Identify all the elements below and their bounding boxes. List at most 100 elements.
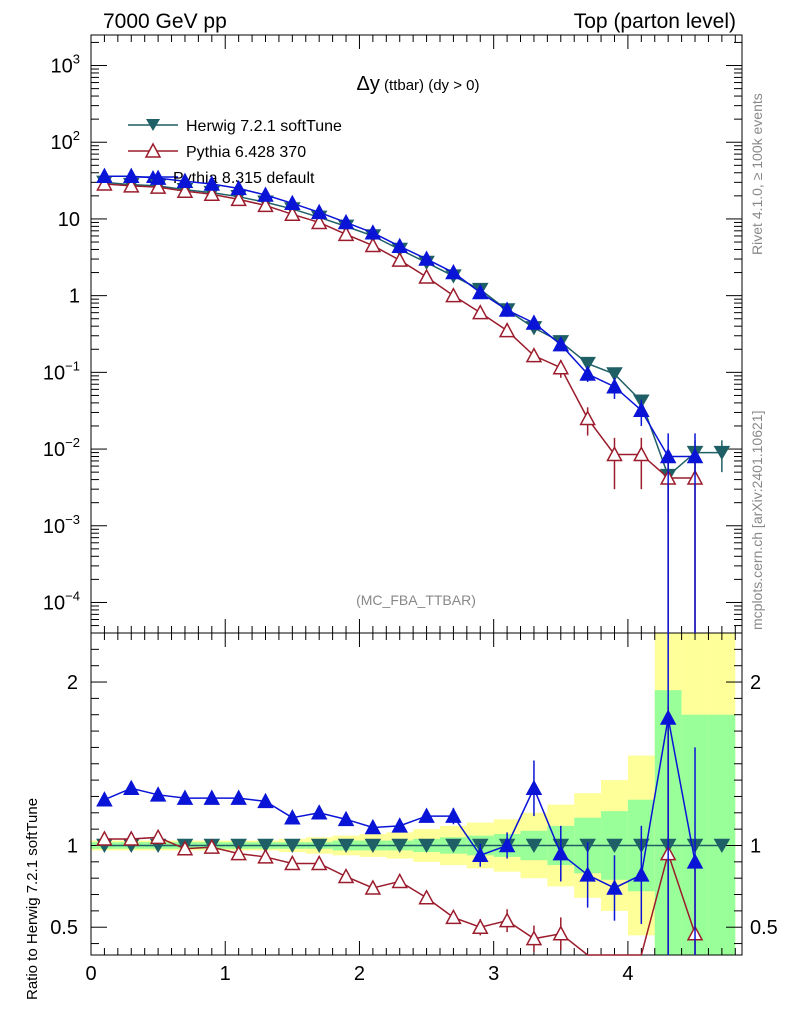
ratio-point-herwig — [391, 838, 409, 853]
y-tick-exponent: 3 — [73, 52, 80, 67]
data-point-pythia8 — [310, 203, 328, 220]
data-point-pythia8 — [123, 167, 140, 184]
series-line-pythia8 — [104, 175, 696, 458]
ratio-point-pythia6 — [203, 838, 221, 854]
rivet-label: Rivet 4.1.0, ≥ 100k events — [749, 93, 765, 255]
data-point-pythia6 — [230, 190, 247, 207]
data-point-pythia8 — [525, 314, 543, 330]
x-axis: 0 1 2 3 4 — [85, 35, 736, 985]
data-point-pythia6 — [525, 347, 543, 363]
series-herwig — [96, 175, 731, 513]
ratio-y-tick-label-right: 2 — [750, 672, 761, 694]
legend-label-pythia8: Pythia 8.315 default — [173, 170, 315, 187]
series-line-herwig — [104, 181, 722, 477]
data-point-pythia6 — [310, 213, 328, 230]
ratio-point-herwig — [364, 838, 382, 853]
data-point-pythia6 — [418, 268, 435, 284]
data-point-pythia8 — [498, 301, 516, 317]
ratio-point-pythia8 — [472, 846, 489, 863]
data-point-pythia8 — [606, 378, 623, 394]
ratio-point-pythia6 — [498, 912, 516, 928]
ratio-point-herwig — [525, 838, 543, 853]
ratio-y-tick-label-right: 0.5 — [750, 917, 778, 939]
ratio-point-herwig — [284, 838, 301, 853]
ratio-point-pythia8 — [552, 845, 570, 861]
x-tick-label: 3 — [488, 963, 499, 985]
data-point-pythia8 — [257, 186, 274, 202]
data-point-herwig — [606, 367, 623, 382]
ratio-point-pythia8 — [364, 818, 382, 835]
data-point-pythia6 — [123, 177, 140, 193]
y-tick-label: 10−4 — [43, 588, 80, 614]
ratio-point-pythia8 — [686, 853, 704, 869]
data-point-pythia8 — [418, 250, 435, 266]
data-point-pythia8 — [364, 224, 382, 240]
y-tick-exponent: 2 — [73, 128, 80, 143]
ratio-point-pythia6 — [418, 889, 435, 905]
data-point-pythia6 — [284, 205, 301, 222]
y-tick-base: 10 — [43, 516, 65, 538]
ratio-point-pythia8 — [337, 810, 355, 827]
ratio-point-herwig — [257, 838, 274, 853]
ratio-point-pythia6 — [337, 867, 355, 884]
ratio-point-pythia8 — [149, 786, 167, 802]
data-point-pythia8 — [552, 336, 570, 352]
x-tick-label: 0 — [85, 963, 96, 985]
ratio-band-green — [708, 714, 736, 955]
plot-title: Δy (ttbar) (dy > 0) — [357, 73, 480, 95]
legend-marker-pythia6 — [144, 142, 162, 158]
y-tick-base: 10 — [43, 439, 65, 461]
legend-label-herwig: Herwig 7.2.1 softTune — [186, 118, 342, 135]
series-pythia8 — [96, 167, 704, 633]
legend-item-pythia6: Pythia 6.428 370 — [128, 142, 306, 161]
ratio-point-pythia8 — [445, 807, 462, 823]
data-point-pythia8 — [176, 172, 194, 188]
ratio-point-pythia6 — [310, 854, 328, 871]
ratio-point-pythia8 — [284, 809, 301, 825]
ratio-point-pythia6 — [123, 830, 140, 846]
data-point-pythia6 — [498, 322, 516, 338]
data-point-pythia8 — [633, 401, 650, 418]
data-point-pythia6 — [96, 175, 113, 191]
ratio-point-pythia6 — [257, 848, 274, 864]
data-point-pythia6 — [391, 251, 408, 267]
title-symbol: Δy — [357, 73, 380, 95]
ratio-y-tick-label: 2 — [67, 672, 78, 694]
y-tick-exponent: −1 — [65, 358, 80, 373]
mcplots-label: mcplots.cern.ch [arXiv:2401.10621] — [749, 411, 765, 630]
y-tick-base: 10 — [43, 362, 65, 384]
title-rest: (ttbar) (dy > 0) — [380, 77, 480, 94]
data-point-pythia6 — [445, 287, 462, 303]
data-point-pythia6 — [606, 445, 623, 462]
ratio-series-pythia8 — [96, 633, 704, 955]
ratio-point-herwig — [310, 838, 328, 853]
ratio-plot-frame — [90, 632, 743, 956]
data-point-pythia6 — [149, 178, 167, 194]
ratio-y-tick-label: 0.5 — [50, 917, 78, 939]
ratio-point-pythia8 — [203, 789, 221, 805]
data-point-pythia6 — [579, 409, 596, 426]
data-point-pythia8 — [149, 169, 167, 185]
ratio-point-pythia6 — [391, 872, 408, 889]
data-point-pythia6 — [176, 182, 194, 198]
ratio-point-pythia8 — [498, 836, 516, 853]
ratio-point-pythia6 — [230, 845, 247, 861]
data-point-pythia6 — [257, 196, 274, 213]
data-point-pythia8 — [579, 365, 596, 381]
ratio-point-herwig — [337, 838, 355, 853]
data-point-pythia6 — [472, 304, 489, 320]
y-tick-base: 10 — [43, 592, 65, 614]
ratio-point-pythia8 — [659, 709, 677, 725]
y-tick-label: 10−1 — [43, 358, 80, 384]
ratio-point-pythia6 — [149, 828, 167, 845]
data-point-pythia8 — [96, 167, 113, 184]
y-tick-label: 10−2 — [43, 435, 80, 461]
ratio-point-pythia8 — [310, 804, 328, 820]
data-point-pythia6 — [552, 359, 570, 375]
ratio-point-pythia6 — [176, 840, 194, 856]
ratio-point-pythia8 — [418, 807, 435, 823]
ratio-point-pythia6 — [525, 930, 543, 946]
